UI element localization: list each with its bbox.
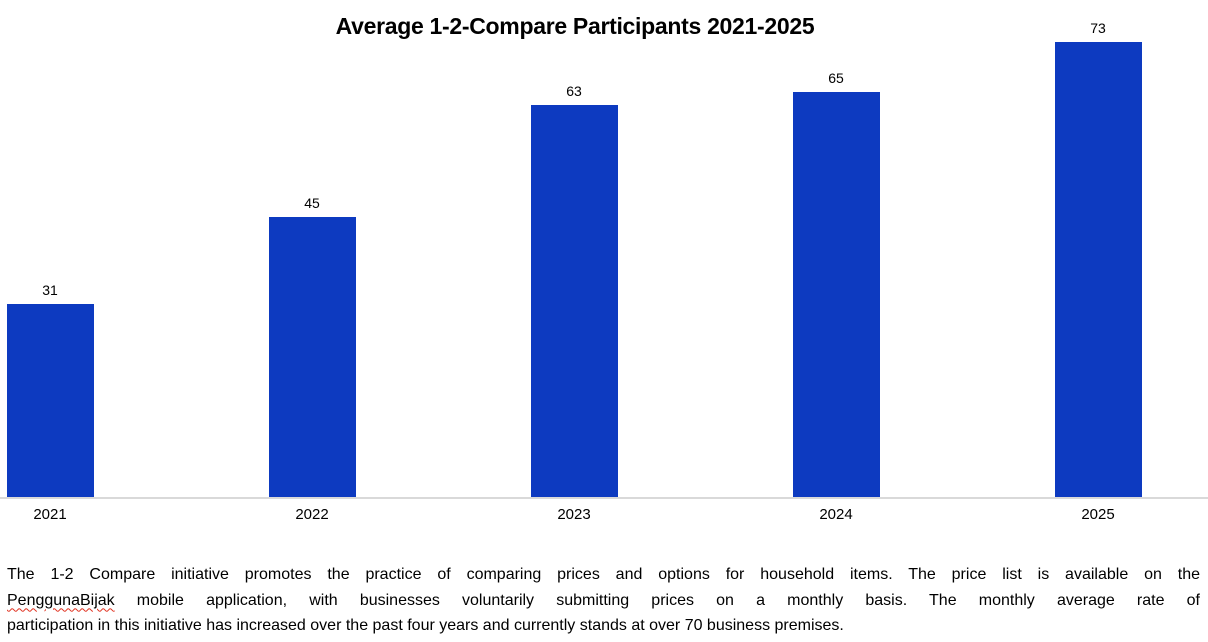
bar-value-label-2022: 45	[304, 195, 320, 211]
bar-value-label-2025: 73	[1090, 20, 1106, 36]
plot-area: 31 2021 45 2022 63 2023 65 2024 73 2025	[0, 20, 1208, 523]
bar-value-label-2024: 65	[828, 70, 844, 86]
caption-line: PenggunaBijak mobile application, with b…	[7, 588, 1200, 614]
bar-2025	[1054, 42, 1142, 497]
bar-2024	[792, 92, 880, 497]
caption-text: participation in this initiative has inc…	[7, 617, 844, 634]
x-tick-label-2023: 2023	[557, 506, 591, 523]
bar-2021	[6, 304, 94, 497]
bar-value-label-2021: 31	[42, 282, 58, 298]
bar-2022	[268, 217, 356, 497]
caption-text: mobile application, with businesses volu…	[114, 591, 1200, 609]
bar-2023	[530, 105, 618, 497]
caption-text-misspelled-word: PenggunaBijak	[7, 591, 115, 609]
x-tick-label-2021: 2021	[33, 506, 67, 523]
x-tick-label-2024: 2024	[819, 506, 853, 523]
bar-value-label-2023: 63	[566, 83, 582, 99]
caption-line: participation in this initiative has inc…	[7, 613, 1200, 639]
x-axis-line	[0, 497, 1208, 499]
caption-line: The 1-2 Compare initiative promotes the …	[7, 562, 1200, 588]
x-tick-label-2022: 2022	[295, 506, 329, 523]
caption-text: The 1-2 Compare initiative promotes the …	[7, 566, 1200, 583]
caption-paragraph: The 1-2 Compare initiative promotes the …	[7, 562, 1200, 639]
x-tick-label-2025: 2025	[1081, 506, 1115, 523]
chart-title: Average 1-2-Compare Participants 2021-20…	[335, 13, 815, 39]
